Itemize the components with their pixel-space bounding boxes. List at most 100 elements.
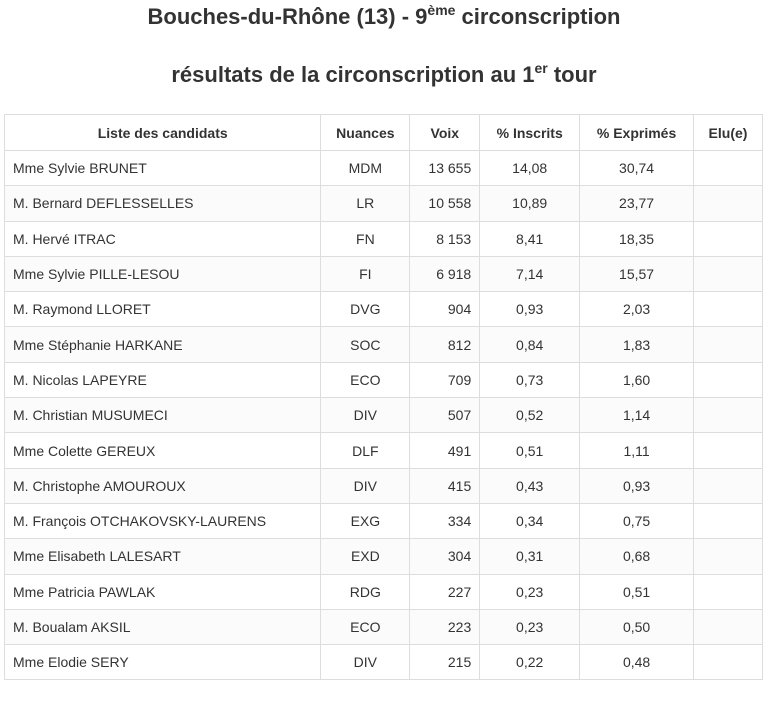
voix-cell: 223 <box>409 608 481 646</box>
title-tail: circonscription <box>455 4 621 29</box>
candidate-name-cell: M. Nicolas LAPEYRE <box>3 361 322 399</box>
table-row: M. Christophe AMOUROUX DIV 415 0,43 0,93 <box>3 467 763 504</box>
nuance-cell: DLF <box>320 432 411 469</box>
nuance-cell: MDM <box>320 149 411 187</box>
candidate-name-cell: Mme Stéphanie HARKANE <box>3 326 322 363</box>
candidate-name-cell: M. Raymond LLORET <box>3 291 322 328</box>
table-row: M. Christian MUSUMECI DIV 507 0,52 1,14 <box>3 397 763 434</box>
elu-cell <box>693 326 763 363</box>
nuance-cell: RDG <box>320 573 411 610</box>
nuance-cell: FI <box>320 255 411 293</box>
subtitle-tail: tour <box>547 62 597 87</box>
pct-inscrits-cell: 0,73 <box>479 361 581 399</box>
candidate-name-cell: Mme Elodie SERY <box>3 644 322 681</box>
pct-inscrits-cell: 14,08 <box>479 149 581 187</box>
candidate-name-cell: M. Christian MUSUMECI <box>3 397 322 434</box>
pct-exprimes-cell: 23,77 <box>579 185 694 222</box>
voix-cell: 304 <box>409 538 481 575</box>
subtitle-sup: er <box>534 60 548 76</box>
nuance-cell: FN <box>320 220 411 257</box>
elu-cell <box>693 502 763 540</box>
voix-cell: 415 <box>409 467 481 504</box>
pct-inscrits-cell: 0,52 <box>479 397 581 434</box>
voix-cell: 10 558 <box>409 185 481 222</box>
candidate-name-cell: M. Boualam AKSIL <box>3 608 322 646</box>
elu-cell <box>693 538 763 575</box>
pct-inscrits-cell: 0,43 <box>479 467 581 504</box>
elu-cell <box>693 361 763 399</box>
table-row: Mme Sylvie BRUNET MDM 13 655 14,08 30,74 <box>3 149 763 187</box>
nuance-cell: LR <box>320 185 411 222</box>
nuance-cell: ECO <box>320 608 411 646</box>
pct-exprimes-cell: 1,83 <box>579 326 694 363</box>
voix-cell: 709 <box>409 361 481 399</box>
pct-exprimes-cell: 1,11 <box>579 432 694 469</box>
subtitle-text: résultats de la circonscription au 1 <box>171 62 535 87</box>
header-inscrits: % Inscrits <box>479 114 581 151</box>
pct-inscrits-cell: 0,34 <box>479 502 581 540</box>
pct-inscrits-cell: 0,23 <box>479 608 581 646</box>
pct-exprimes-cell: 0,50 <box>579 608 694 646</box>
table-row: Mme Elodie SERY DIV 215 0,22 0,48 <box>3 644 763 681</box>
results-table: Liste des candidats Nuances Voix % Inscr… <box>3 114 763 681</box>
pct-exprimes-cell: 0,68 <box>579 538 694 575</box>
pct-inscrits-cell: 0,51 <box>479 432 581 469</box>
voix-cell: 812 <box>409 326 481 363</box>
pct-exprimes-cell: 15,57 <box>579 255 694 293</box>
header-voix: Voix <box>409 114 481 151</box>
table-row: Mme Patricia PAWLAK RDG 227 0,23 0,51 <box>3 573 763 610</box>
title-sup: ème <box>427 2 456 18</box>
pct-inscrits-cell: 8,41 <box>479 220 581 257</box>
pct-exprimes-cell: 1,14 <box>579 397 694 434</box>
table-row: Mme Elisabeth LALESART EXD 304 0,31 0,68 <box>3 538 763 575</box>
table-row: Mme Stéphanie HARKANE SOC 812 0,84 1,83 <box>3 326 763 363</box>
voix-cell: 13 655 <box>409 149 481 187</box>
table-row: M. Bernard DEFLESSELLES LR 10 558 10,89 23,7… <box>3 185 763 222</box>
header-elu: Elu(e) <box>693 114 763 151</box>
pct-inscrits-cell: 0,84 <box>479 326 581 363</box>
voix-cell: 8 153 <box>409 220 481 257</box>
candidate-name-cell: Mme Patricia PAWLAK <box>3 573 322 610</box>
candidate-name-cell: M. Christophe AMOUROUX <box>3 467 322 504</box>
candidate-name-cell: M. Bernard DEFLESSELLES <box>3 185 322 222</box>
nuance-cell: EXG <box>320 502 411 540</box>
table-row: Mme Sylvie PILLE-LESOU FI 6 918 7,14 15,57 <box>3 255 763 293</box>
voix-cell: 334 <box>409 502 481 540</box>
nuance-cell: DIV <box>320 397 411 434</box>
candidate-name-cell: Mme Sylvie PILLE-LESOU <box>3 255 322 293</box>
pct-inscrits-cell: 7,14 <box>479 255 581 293</box>
pct-inscrits-cell: 0,31 <box>479 538 581 575</box>
pct-exprimes-cell: 0,93 <box>579 467 694 504</box>
nuance-cell: DVG <box>320 291 411 328</box>
pct-inscrits-cell: 0,22 <box>479 644 581 681</box>
header-nuances: Nuances <box>320 114 411 151</box>
candidate-name-cell: M. François OTCHAKOVSKY-LAURENS <box>3 502 322 540</box>
pct-exprimes-cell: 0,75 <box>579 502 694 540</box>
elu-cell <box>693 255 763 293</box>
table-row: M. Boualam AKSIL ECO 223 0,23 0,50 <box>3 608 763 646</box>
elu-cell <box>693 185 763 222</box>
table-row: M. Hervé ITRAC FN 8 153 8,41 18,35 <box>3 220 763 257</box>
elu-cell <box>693 397 763 434</box>
pct-exprimes-cell: 30,74 <box>579 149 694 187</box>
pct-inscrits-cell: 0,23 <box>479 573 581 610</box>
table-row: Mme Colette GEREUX DLF 491 0,51 1,11 <box>3 432 763 469</box>
nuance-cell: ECO <box>320 361 411 399</box>
table-row: M. Raymond LLORET DVG 904 0,93 2,03 <box>3 291 763 328</box>
header-candidates: Liste des candidats <box>3 114 322 151</box>
nuance-cell: DIV <box>320 644 411 681</box>
pct-exprimes-cell: 18,35 <box>579 220 694 257</box>
voix-cell: 491 <box>409 432 481 469</box>
elu-cell <box>693 467 763 504</box>
pct-inscrits-cell: 0,93 <box>479 291 581 328</box>
pct-exprimes-cell: 0,48 <box>579 644 694 681</box>
table-row: M. Nicolas LAPEYRE ECO 709 0,73 1,60 <box>3 361 763 399</box>
voix-cell: 507 <box>409 397 481 434</box>
voix-cell: 227 <box>409 573 481 610</box>
nuance-cell: EXD <box>320 538 411 575</box>
elu-cell <box>693 573 763 610</box>
pct-exprimes-cell: 1,60 <box>579 361 694 399</box>
header-exprimes: % Exprimés <box>579 114 694 151</box>
elu-cell <box>693 149 763 187</box>
candidate-name-cell: M. Hervé ITRAC <box>3 220 322 257</box>
